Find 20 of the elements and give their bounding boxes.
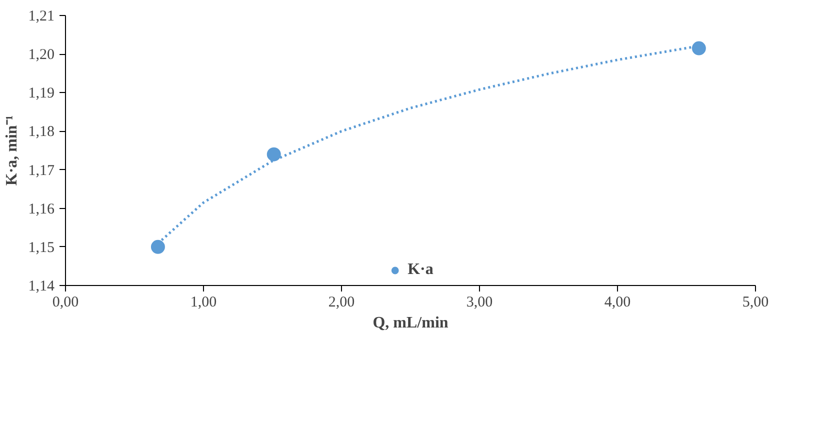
x-axis-title: Q, mL/min bbox=[372, 314, 448, 332]
point bbox=[150, 240, 165, 254]
y-tick-label: 1,17 bbox=[28, 162, 55, 179]
y-tick-label: 1,18 bbox=[28, 124, 54, 140]
y-tick-label: 1,14 bbox=[28, 278, 55, 294]
y-tick-label: 1,15 bbox=[28, 240, 54, 256]
point bbox=[692, 41, 706, 56]
legend-label: K·a bbox=[408, 261, 434, 279]
x-tick-label: 1,00 bbox=[190, 294, 217, 310]
y-tick-label: 1,19 bbox=[28, 86, 54, 102]
x-tick-label: 0,00 bbox=[52, 294, 79, 310]
x-tick-label: 3,00 bbox=[466, 294, 493, 310]
y-tick-label: 1,20 bbox=[28, 47, 54, 64]
y-tick-label: 1,16 bbox=[28, 201, 55, 218]
x-tick-label: 5,00 bbox=[742, 294, 769, 310]
y-tick-label: 1,21 bbox=[28, 8, 54, 24]
y-axis-title: K·a, min⁻¹ bbox=[3, 115, 20, 186]
point bbox=[266, 147, 281, 162]
x-tick-label: 4,00 bbox=[604, 294, 631, 310]
x-tick-label: 2,00 bbox=[328, 294, 355, 310]
